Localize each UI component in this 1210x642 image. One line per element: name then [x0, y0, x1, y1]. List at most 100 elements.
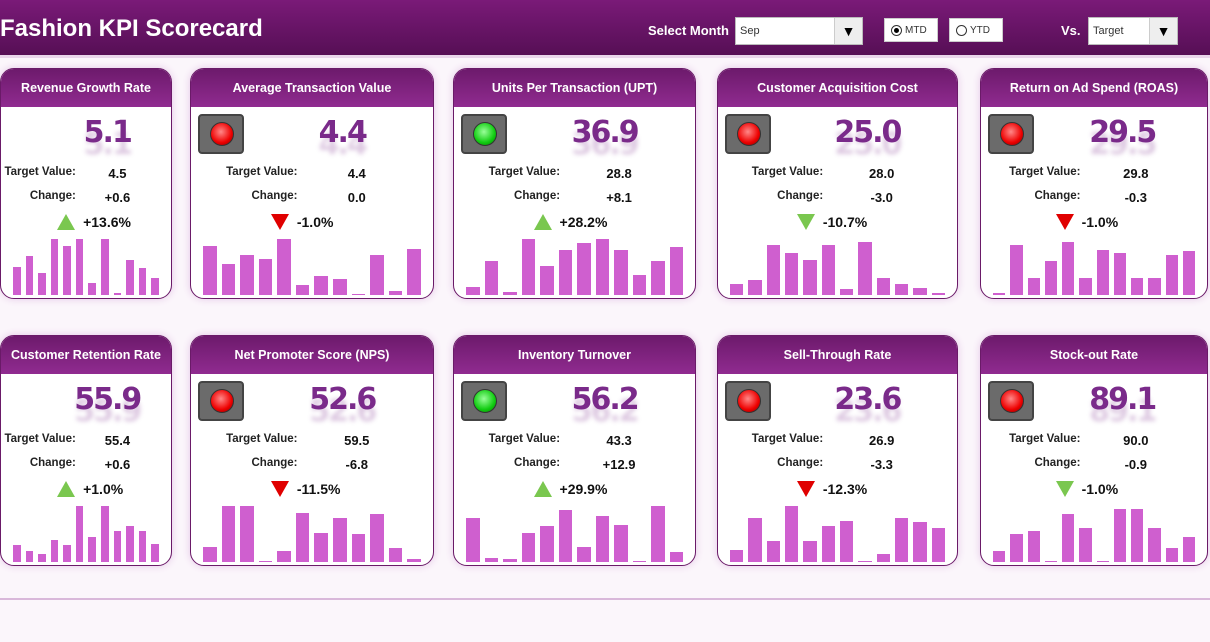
kpi-card: Net Promoter Score (NPS) 52.6 Target Val…	[190, 335, 434, 566]
sparkline-bar	[1131, 508, 1144, 562]
kpi-value: 89.1	[1089, 382, 1157, 417]
card-title: Net Promoter Score (NPS)	[191, 336, 433, 374]
card-title: Stock-out Rate	[981, 336, 1207, 374]
sparkline-bar	[876, 278, 890, 295]
sparkline-bar	[88, 282, 97, 295]
chevron-down-icon[interactable]: ▼	[1149, 18, 1177, 44]
sparkline-bar	[669, 551, 683, 562]
sparkline-bar	[151, 543, 159, 562]
kpi-card: Customer Acquisition Cost 25.0 Target Va…	[717, 68, 958, 299]
change-value: 0.0	[347, 190, 366, 205]
sparkline-bar	[88, 536, 97, 562]
sparkline-bar	[540, 265, 554, 295]
status-light-icon	[198, 381, 244, 421]
sparkline-bar	[931, 292, 945, 295]
sparkline	[466, 239, 683, 295]
kpi-value: 25.0	[834, 115, 902, 150]
sparkline-bar	[540, 526, 554, 562]
change-value: -3.3	[870, 457, 893, 472]
ytd-radio[interactable]: YTD	[949, 18, 1003, 42]
kpi-card: Inventory Turnover 56.2 Target Value: 43…	[453, 335, 696, 566]
sparkline-bar	[1182, 251, 1195, 295]
sparkline	[730, 239, 945, 295]
target-value: 29.8	[1123, 166, 1149, 181]
sparkline-bar	[651, 506, 665, 562]
vs-label: Vs.	[1061, 23, 1081, 38]
arrow-down-icon	[796, 481, 815, 497]
sparkline-bar	[50, 239, 59, 295]
sparkline-bar	[258, 259, 273, 295]
sparkline-bar	[894, 283, 909, 295]
month-select[interactable]: Sep ▼	[735, 17, 863, 45]
sparkline	[466, 506, 683, 562]
sparkline-bar	[1165, 548, 1178, 562]
sparkline-bar	[784, 253, 799, 295]
sparkline-bar	[1148, 278, 1161, 295]
sparkline-bar	[748, 280, 762, 295]
status-light-icon	[725, 381, 771, 421]
percent-value: -1.0%	[296, 214, 334, 230]
percent-value: -12.3%	[822, 481, 868, 497]
sparkline-bar	[1062, 514, 1075, 562]
sparkline-bar	[1165, 254, 1178, 295]
target-value: 4.4	[347, 166, 366, 181]
kpi-value: 5.1	[83, 115, 133, 150]
sparkline-bar	[333, 518, 347, 562]
target-label: Target Value:	[226, 166, 298, 178]
sparkline-bar	[521, 532, 535, 562]
sparkline-bar	[1096, 250, 1109, 295]
sparkline-bar	[1113, 508, 1126, 562]
sparkline-bar	[503, 558, 517, 562]
sparkline-bar	[1044, 560, 1057, 562]
sparkline-bar	[748, 518, 762, 562]
sparkline-bar	[803, 540, 817, 562]
sparkline-bar	[821, 526, 835, 562]
target-label: Target Value:	[1009, 166, 1081, 178]
target-value: 28.0	[869, 166, 895, 181]
month-value: Sep	[740, 25, 760, 37]
sparkline-bar	[314, 532, 329, 562]
radio-empty-icon	[956, 24, 967, 36]
sparkline-bar	[766, 540, 780, 562]
change-value: -0.3	[1124, 190, 1147, 205]
mtd-label: MTD	[905, 24, 927, 36]
kpi-card: Revenue Growth Rate 5.1 Target Value: 4.…	[0, 68, 172, 299]
sparkline-bar	[25, 550, 34, 562]
vs-select[interactable]: Target ▼	[1088, 17, 1178, 45]
target-value: 90.0	[1123, 433, 1149, 448]
chevron-down-icon[interactable]: ▼	[834, 18, 862, 44]
sparkline-bar	[25, 255, 34, 295]
kpi-value: 23.6	[834, 382, 902, 417]
target-value: 55.4	[104, 433, 131, 448]
percent-value: -11.5%	[296, 481, 341, 497]
card-title: Average Transaction Value	[191, 69, 433, 107]
sparkline-bar	[784, 506, 799, 562]
change-value: -3.0	[870, 190, 893, 205]
sparkline-bar	[277, 239, 291, 295]
percent-change: +28.2%	[533, 214, 607, 230]
sparkline-bar	[521, 239, 535, 295]
sparkline-bar	[1010, 534, 1023, 562]
sparkline-bar	[101, 506, 109, 562]
sparkline-bar	[203, 245, 217, 295]
arrow-down-icon	[1055, 481, 1074, 497]
vs-value: Target	[1093, 25, 1124, 37]
sparkline-bar	[101, 239, 109, 295]
kpi-value: 29.5	[1089, 115, 1157, 150]
card-title: Revenue Growth Rate	[1, 69, 171, 107]
target-label: Target Value:	[488, 433, 561, 445]
target-value: 26.9	[869, 433, 895, 448]
target-label: Target Value:	[1009, 433, 1081, 445]
percent-change: -11.5%	[270, 481, 341, 497]
percent-change: -10.7%	[796, 214, 867, 230]
percent-value: -1.0%	[1081, 481, 1119, 497]
target-label: Target Value:	[4, 166, 76, 178]
kpi-card: Units Per Transaction (UPT) 36.9 Target …	[453, 68, 696, 299]
mtd-radio[interactable]: MTD	[884, 18, 938, 42]
sparkline-bar	[38, 553, 46, 562]
status-light-icon	[461, 381, 507, 421]
sparkline-bar	[126, 525, 134, 562]
target-label: Target Value:	[751, 166, 824, 178]
sparkline-bar	[407, 249, 421, 295]
change-label: Change:	[1034, 457, 1081, 469]
